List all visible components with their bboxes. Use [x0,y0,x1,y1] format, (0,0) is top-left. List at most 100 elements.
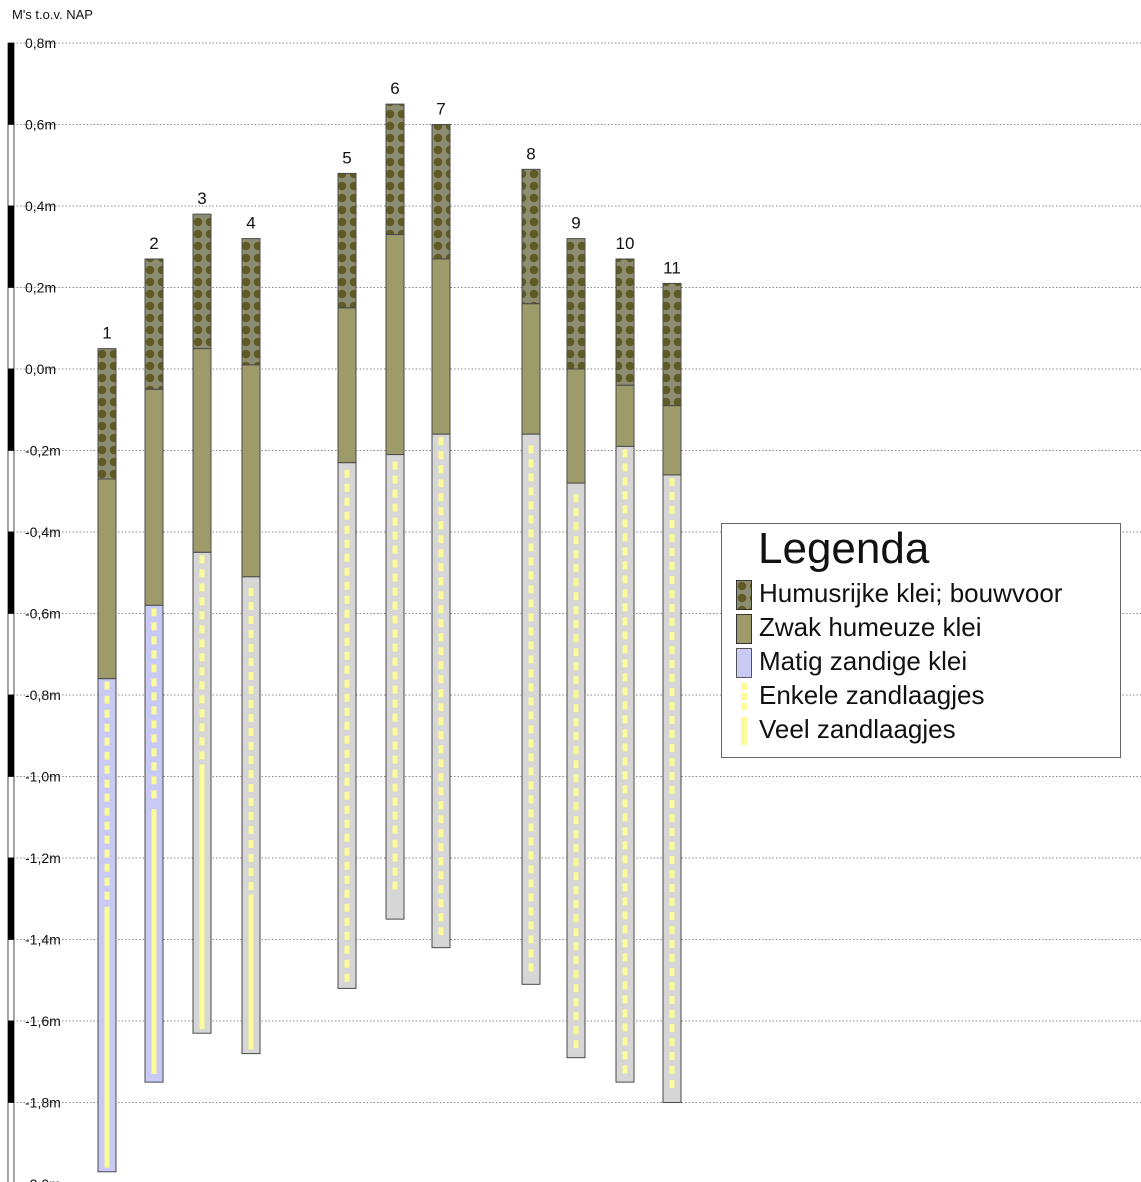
humus-layer [616,259,634,385]
scale-segment [8,1021,14,1103]
tick-label: -2,0m [25,1176,61,1182]
tick-label: -0,2m [25,443,61,459]
enkele-zandlaagje-mark [439,675,444,683]
enkele-zandlaagje-mark [439,857,444,865]
zwak-layer [193,349,211,553]
enkele-zandlaagje-mark [670,828,675,836]
enkele-zandlaagje-mark [345,834,350,842]
enkele-zandlaagje-mark [623,519,628,527]
enkele-zandlaagje-mark [249,630,254,638]
enkele-zandlaagje-mark [345,694,350,702]
depth-scale-bar [8,43,14,1182]
enkele-zandlaagje-mark [345,484,350,492]
enkele-zandlaagje-mark [105,892,110,900]
humus-layer [242,239,260,365]
enkele-zandlaagje-mark [574,746,579,754]
enkele-zandlaagje-mark [393,784,398,792]
axis-title: M's t.o.v. NAP [12,7,93,22]
enkele-zandlaagje-mark [623,463,628,471]
enkele-zandlaagje-mark [345,568,350,576]
enkele-zandlaagje-mark [439,591,444,599]
enkele-zandlaagje-mark [670,772,675,780]
enkele-zandlaagje-mark [529,571,534,579]
enkele-zandlaagje-mark [574,830,579,838]
enkele-zandlaagje-mark [574,648,579,656]
enkele-zandlaagje-mark [439,521,444,529]
legend: Legenda Humusrijke klei; bouwvoor Zwak h… [721,523,1121,758]
borehole-core-7: 7 [432,100,450,948]
enkele-zandlaagje-mark [152,734,157,742]
enkele-zandlaagje-mark [574,578,579,586]
enkele-zandlaagje-mark [393,728,398,736]
enkele-zandlaagje-mark [574,690,579,698]
legend-label: Matig zandige klei [759,646,967,677]
borehole-core-5: 5 [338,148,356,988]
enkele-zandlaagje-mark [529,669,534,677]
enkele-zandlaagje-mark [105,794,110,802]
enkele-zandlaagje-mark [529,935,534,943]
veel-zandlaagjes-mark [152,809,157,1074]
enkele-zandlaagje-mark [152,608,157,616]
legend-label: Enkele zandlaagjes [759,680,985,711]
enkele-zandlaagje-mark [574,536,579,544]
enkele-zandlaagje-mark [623,883,628,891]
enkele-zandlaagje-mark [623,477,628,485]
enkele-zandlaagje-mark [670,688,675,696]
enkele-zandlaagje-mark [105,752,110,760]
humus-swatch [736,580,752,610]
enkele-zandlaagje-mark [623,1023,628,1031]
enkele-zandlaagje-mark [623,799,628,807]
enkele-zandlaagje-mark [249,784,254,792]
enkele-zandlaagje-mark [105,836,110,844]
tick-label: -0,4m [25,524,61,540]
enkele-zandlaagje-mark [529,529,534,537]
enkele-zandlaagje-mark [393,476,398,484]
enkele-zandlaagje-mark [623,897,628,905]
enkele-zandlaagje-mark [105,738,110,746]
enkele-zandlaagje-mark [529,837,534,845]
enkele-zandlaagje-mark [345,666,350,674]
enkele-zandlaagje-mark [623,715,628,723]
enkele-zandlaagje-mark [529,683,534,691]
core-number-label: 8 [526,144,535,163]
veel-swatch [736,716,752,746]
enkele-zandlaagje-mark [393,532,398,540]
enkele-zandlaagje-mark [623,533,628,541]
zwak-layer [522,304,540,434]
enkele-zandlaagje-mark [623,645,628,653]
scale-segment [8,369,14,451]
enkele-zandlaagje-mark [670,520,675,528]
enkele-zandlaagje-mark [249,840,254,848]
enkele-zandlaagje-mark [529,963,534,971]
enkele-zandlaagje-mark [393,560,398,568]
borehole-core-4: 4 [242,214,260,1054]
enkele-zandlaagje-mark [574,816,579,824]
enkele-zandlaagje-mark [200,681,205,689]
enkele-zandlaagje-mark [670,478,675,486]
enkele-zandlaagje-mark [574,788,579,796]
enkele-zandlaagje-mark [623,449,628,457]
enkele-zandlaagje-mark [345,610,350,618]
enkele-zandlaagje-mark [345,778,350,786]
enkele-zandlaagje-mark [574,732,579,740]
enkele-zandlaagje-mark [439,745,444,753]
humus-layer [145,259,163,389]
enkele-zandlaagje-mark [670,730,675,738]
zwak-layer [432,259,450,434]
enkele-zandlaagje-mark [393,490,398,498]
enkele-zandlaagje-mark [345,820,350,828]
humus-layer [386,104,404,234]
enkele-zandlaagje-mark [529,543,534,551]
enkele-swatch [736,682,752,712]
tick-label: 0,6m [25,117,56,133]
enkele-zandlaagje-mark [200,639,205,647]
enkele-zandlaagje-mark [105,682,110,690]
borehole-core-9: 9 [567,214,585,1058]
enkele-zandlaagje-mark [623,855,628,863]
scale-segment [8,206,14,288]
enkele-zandlaagje-mark [670,842,675,850]
humus-layer [432,125,450,259]
enkele-zandlaagje-mark [623,743,628,751]
enkele-zandlaagje-mark [152,622,157,630]
enkele-zandlaagje-mark [200,737,205,745]
